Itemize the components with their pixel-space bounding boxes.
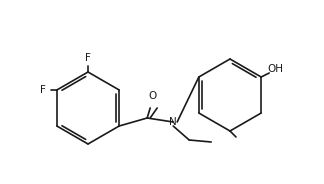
Text: O: O: [148, 91, 156, 101]
Text: OH: OH: [267, 64, 283, 74]
Text: F: F: [85, 53, 91, 63]
Text: N: N: [169, 117, 177, 127]
Text: F: F: [40, 85, 46, 95]
